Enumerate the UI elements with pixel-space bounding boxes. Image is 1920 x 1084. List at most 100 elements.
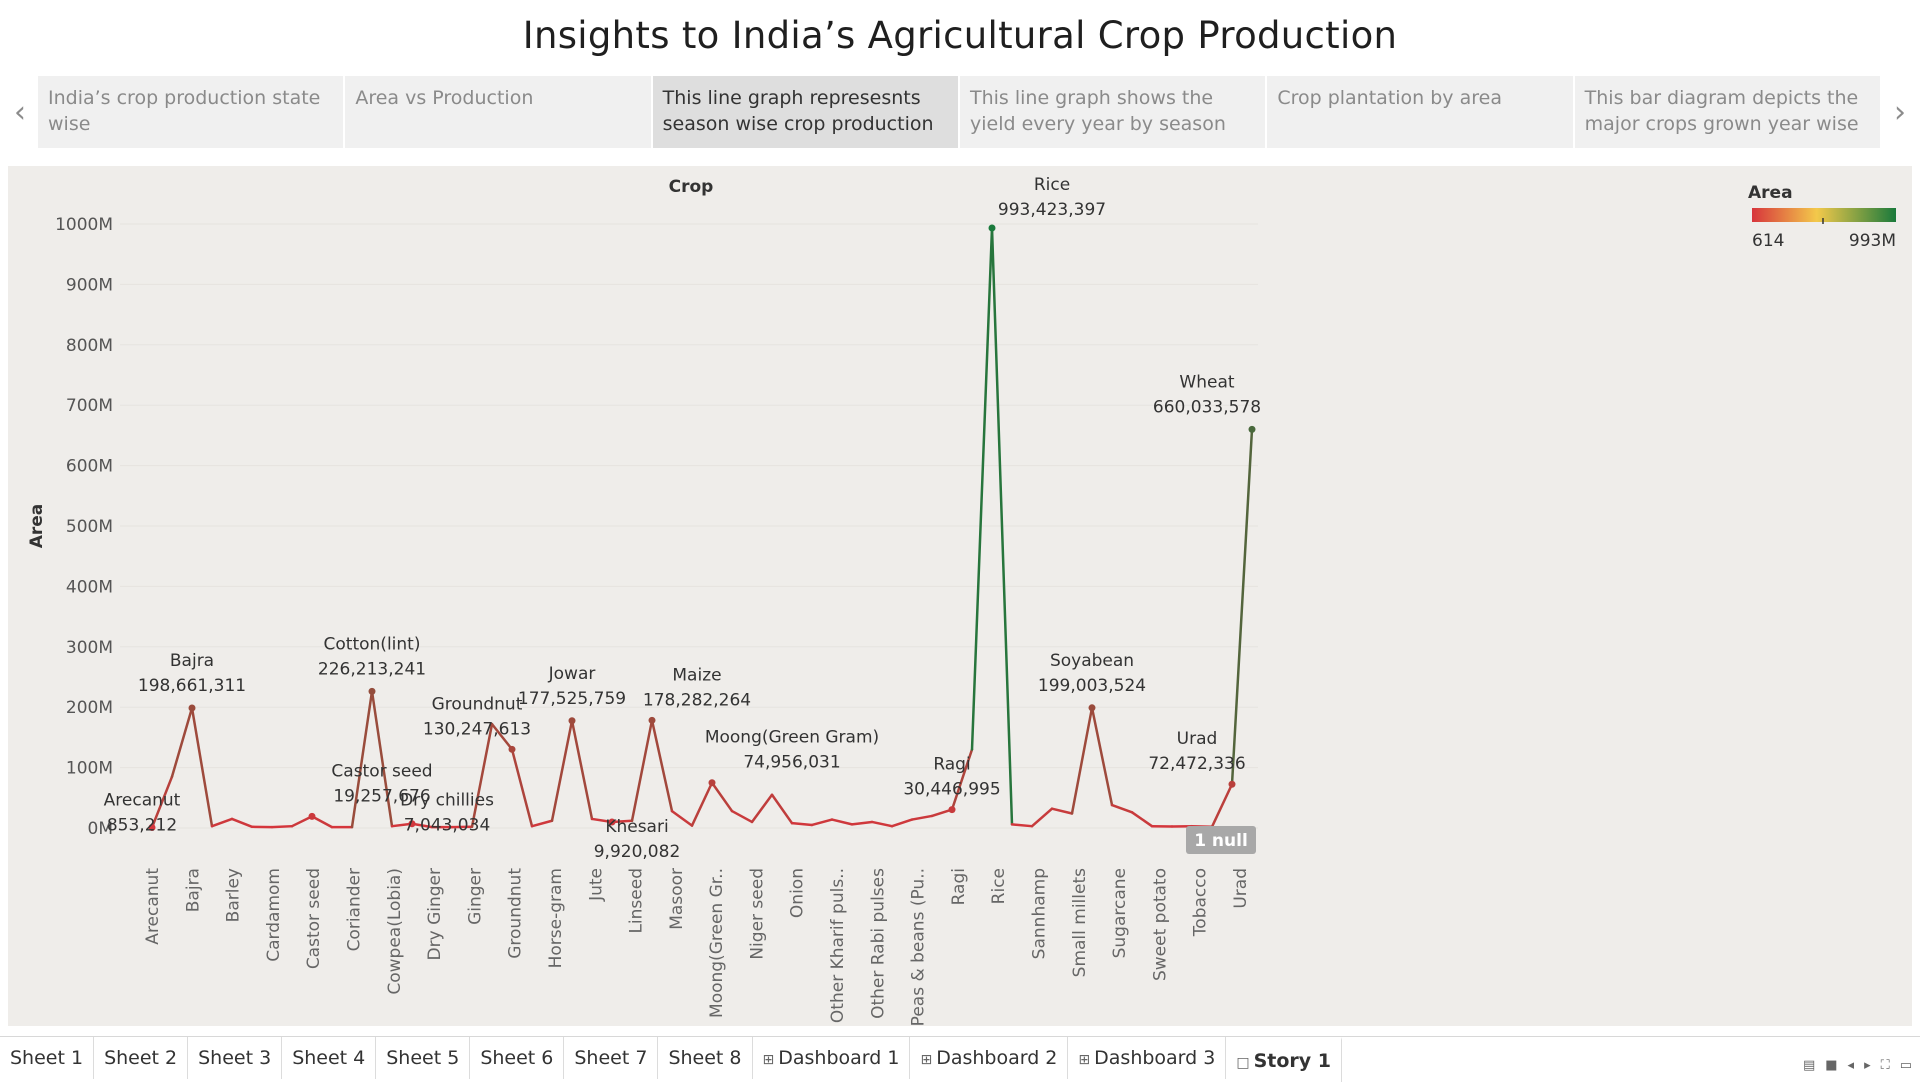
tab-sheet-5[interactable]: Sheet 5: [376, 1037, 470, 1079]
chevron-left-icon[interactable]: ‹: [2, 76, 38, 148]
data-point[interactable]: [989, 224, 996, 231]
line-segment: [1032, 809, 1052, 827]
x-tick-label: Ginger: [465, 868, 485, 925]
line-segment: [832, 820, 852, 825]
data-label-name: Ragi: [933, 755, 970, 775]
series-markers: [149, 224, 1256, 831]
data-point[interactable]: [1229, 781, 1236, 788]
x-tick-label: Dry Ginger: [425, 868, 445, 960]
tab-sheet-8[interactable]: Sheet 8: [658, 1037, 752, 1079]
tab-sheet-2[interactable]: Sheet 2: [94, 1037, 188, 1079]
data-point[interactable]: [189, 705, 196, 712]
x-tick-label: Sweet potato: [1150, 868, 1170, 981]
x-tick-label: Sugarcane: [1110, 868, 1130, 958]
story-point-3[interactable]: This line graph represesnts season wise …: [653, 76, 958, 148]
data-point[interactable]: [309, 813, 316, 820]
data-point[interactable]: [1089, 704, 1096, 711]
story-point-5[interactable]: Crop plantation by area: [1267, 76, 1572, 148]
x-tick-label: Tobacco: [1191, 868, 1211, 937]
line-segment: [652, 720, 672, 811]
x-tick-label: Horse-gram: [546, 868, 566, 968]
line-segment: [572, 721, 592, 819]
fullscreen-icon[interactable]: ⛶: [1881, 1058, 1890, 1073]
dashboard-icon: ⊞: [1078, 1052, 1090, 1068]
dashboard-icon: ⊞: [920, 1052, 932, 1068]
line-segment: [1132, 812, 1152, 826]
tab-sheet-3[interactable]: Sheet 3: [188, 1037, 282, 1079]
chart-title: Crop: [669, 177, 714, 197]
present-icon[interactable]: ▭: [1900, 1058, 1912, 1073]
line-segment: [232, 819, 252, 827]
line-segment: [552, 721, 572, 821]
chevron-right-icon[interactable]: ›: [1882, 76, 1918, 148]
x-tick-label: Bajra: [183, 868, 203, 912]
tab-label: Dashboard 1: [778, 1047, 899, 1069]
line-segment: [972, 228, 992, 750]
scroll-right-icon[interactable]: ▸: [1864, 1058, 1871, 1073]
null-badge[interactable]: 1 null: [1186, 826, 1256, 854]
grid-view-icon[interactable]: ▤: [1803, 1058, 1815, 1073]
tab-story-1[interactable]: □Story 1: [1226, 1037, 1342, 1082]
x-tick-label: Small millets: [1070, 868, 1090, 977]
tab-sheet-6[interactable]: Sheet 6: [470, 1037, 564, 1079]
data-point[interactable]: [649, 717, 656, 724]
color-legend: Area 614 993M: [1748, 183, 1896, 251]
tab-label: Sheet 1: [10, 1047, 83, 1069]
x-tick-label: Arecanut: [143, 868, 163, 945]
null-badge-label: 1 null: [1194, 831, 1248, 851]
y-axis-label: Area: [27, 504, 47, 549]
tab-dashboard-1[interactable]: ⊞Dashboard 1: [753, 1037, 911, 1079]
story-point-2[interactable]: Area vs Production: [345, 76, 650, 148]
line-segment: [852, 822, 872, 824]
data-label-name: Arecanut: [104, 790, 181, 810]
data-label-value: 660,033,578: [1153, 397, 1261, 417]
story-icon: □: [1236, 1055, 1249, 1071]
x-tick-label: Rice: [989, 868, 1009, 904]
x-tick-label: Cowpea(Lobia): [385, 868, 405, 995]
tab-label: Sheet 2: [104, 1047, 177, 1069]
line-segment: [472, 724, 492, 827]
y-tick-label: 700M: [66, 396, 113, 416]
x-tick-label: Masoor: [667, 868, 687, 930]
data-point[interactable]: [949, 806, 956, 813]
data-label-value: 130,247,613: [423, 719, 531, 739]
data-point[interactable]: [709, 779, 716, 786]
line-segment: [192, 708, 212, 826]
y-tick-label: 300M: [66, 638, 113, 658]
x-tick-label: Groundnut: [506, 868, 526, 959]
data-label-value: 178,282,264: [643, 690, 751, 710]
data-point[interactable]: [569, 717, 576, 724]
x-tick-label: Urad: [1231, 868, 1251, 909]
data-label-value: 7,043,034: [404, 816, 491, 836]
x-tick-label: Barley: [224, 868, 244, 922]
line-segment: [792, 823, 812, 825]
y-tick-label: 800M: [66, 336, 113, 356]
x-tick-label: Jute: [586, 868, 606, 902]
data-label-value: 226,213,241: [318, 659, 426, 679]
line-chart: 0M100M200M300M400M500M600M700M800M900M10…: [8, 166, 1912, 1026]
tab-dashboard-2[interactable]: ⊞Dashboard 2: [910, 1037, 1068, 1079]
story-point-1[interactable]: India’s crop production state wise: [38, 76, 343, 148]
legend-title: Area: [1748, 183, 1793, 203]
tab-sheet-4[interactable]: Sheet 4: [282, 1037, 376, 1079]
x-tick-label: Onion: [788, 868, 808, 918]
line-segment: [212, 819, 232, 826]
tab-view-icon[interactable]: ■: [1825, 1058, 1837, 1073]
data-point[interactable]: [369, 688, 376, 695]
line-segment: [812, 820, 832, 825]
story-point-6[interactable]: This bar diagram depicts the major crops…: [1575, 76, 1880, 148]
tab-sheet-1[interactable]: Sheet 1: [0, 1037, 94, 1079]
tab-sheet-7[interactable]: Sheet 7: [564, 1037, 658, 1079]
data-point[interactable]: [1249, 426, 1256, 433]
line-segment: [692, 783, 712, 826]
line-segment: [1112, 805, 1132, 812]
tab-dashboard-3[interactable]: ⊞Dashboard 3: [1068, 1037, 1226, 1079]
x-tick-label: Castor seed: [304, 868, 324, 969]
scroll-left-icon[interactable]: ◂: [1848, 1058, 1855, 1073]
legend-min: 614: [1752, 231, 1784, 251]
data-point[interactable]: [509, 746, 516, 753]
story-point-4[interactable]: This line graph shows the yield every ye…: [960, 76, 1265, 148]
